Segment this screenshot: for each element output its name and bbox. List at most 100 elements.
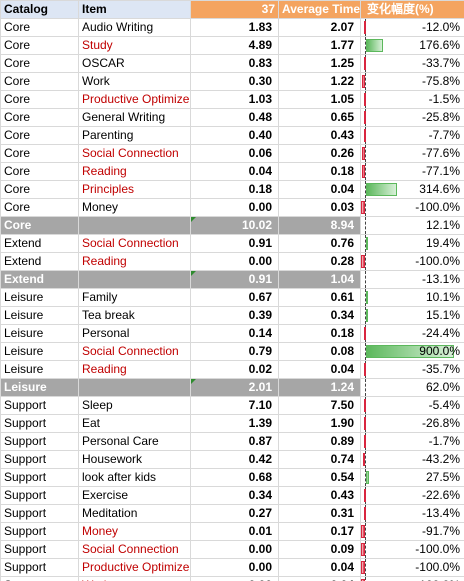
value-37-cell[interactable]: 0.00 — [190, 198, 279, 217]
value-37-cell[interactable]: 0.18 — [190, 180, 279, 199]
value-37-cell[interactable]: 0.91 — [190, 234, 279, 253]
average-time-cell[interactable]: 0.43 — [278, 126, 361, 145]
average-time-cell[interactable]: 0.04 — [278, 558, 361, 577]
value-37-cell[interactable]: 0.00 — [190, 558, 279, 577]
average-time-cell[interactable]: 0.54 — [278, 468, 361, 487]
average-time-cell[interactable]: 2.07 — [278, 18, 361, 37]
change-percent-cell[interactable]: 12.1% — [360, 216, 464, 235]
average-time-cell[interactable]: 0.65 — [278, 108, 361, 127]
item-cell[interactable]: Reading — [78, 360, 191, 379]
change-percent-cell[interactable]: -100.0% — [360, 576, 464, 581]
value-37-cell[interactable]: 0.27 — [190, 504, 279, 523]
item-cell[interactable]: Sleep — [78, 396, 191, 415]
catalog-cell[interactable]: Support — [0, 504, 79, 523]
average-time-cell[interactable]: 0.74 — [278, 450, 361, 469]
catalog-cell[interactable]: Support — [0, 522, 79, 541]
average-time-cell[interactable]: 1.90 — [278, 414, 361, 433]
change-percent-cell[interactable]: -35.7% — [360, 360, 464, 379]
catalog-cell[interactable]: Leisure — [0, 378, 79, 397]
value-37-cell[interactable]: 0.30 — [190, 72, 279, 91]
catalog-cell[interactable]: Core — [0, 18, 79, 37]
item-cell[interactable]: General Writing — [78, 108, 191, 127]
value-37-cell[interactable]: 0.39 — [190, 306, 279, 325]
item-cell[interactable]: Parenting — [78, 126, 191, 145]
value-37-cell[interactable]: 4.89 — [190, 36, 279, 55]
value-37-cell[interactable]: 0.06 — [190, 144, 279, 163]
value-37-cell[interactable]: 0.48 — [190, 108, 279, 127]
value-37-cell[interactable]: 0.42 — [190, 450, 279, 469]
item-cell[interactable]: Money — [78, 198, 191, 217]
item-cell[interactable]: Personal Care — [78, 432, 191, 451]
change-percent-cell[interactable]: -12.0% — [360, 18, 464, 37]
header-37[interactable]: 37 — [190, 0, 279, 19]
value-37-cell[interactable]: 0.67 — [190, 288, 279, 307]
change-percent-cell[interactable]: 314.6% — [360, 180, 464, 199]
change-percent-cell[interactable]: -77.1% — [360, 162, 464, 181]
catalog-cell[interactable]: Support — [0, 540, 79, 559]
catalog-cell[interactable]: Support — [0, 432, 79, 451]
value-37-cell[interactable]: 1.39 — [190, 414, 279, 433]
average-time-cell[interactable]: 0.43 — [278, 486, 361, 505]
change-percent-cell[interactable]: -26.8% — [360, 414, 464, 433]
item-cell[interactable]: Study — [78, 36, 191, 55]
catalog-cell[interactable]: Leisure — [0, 360, 79, 379]
value-37-cell[interactable]: 0.01 — [190, 522, 279, 541]
header-change-percent[interactable]: 变化幅度(%) — [360, 0, 464, 19]
catalog-cell[interactable]: Core — [0, 36, 79, 55]
catalog-cell[interactable]: Extend — [0, 234, 79, 253]
catalog-cell[interactable]: Core — [0, 180, 79, 199]
value-37-cell[interactable]: 10.02 — [190, 216, 279, 235]
catalog-cell[interactable]: Core — [0, 126, 79, 145]
catalog-cell[interactable]: Core — [0, 144, 79, 163]
header-catalog[interactable]: Catalog — [0, 0, 79, 19]
value-37-cell[interactable]: 0.02 — [190, 360, 279, 379]
change-percent-cell[interactable]: -43.2% — [360, 450, 464, 469]
average-time-cell[interactable]: 1.24 — [278, 378, 361, 397]
item-cell[interactable]: Personal — [78, 324, 191, 343]
catalog-cell[interactable]: Core — [0, 90, 79, 109]
header-average-time[interactable]: Average Time — [278, 0, 361, 19]
value-37-cell[interactable]: 0.00 — [190, 540, 279, 559]
catalog-cell[interactable]: Core — [0, 72, 79, 91]
average-time-cell[interactable]: 1.04 — [278, 270, 361, 289]
value-37-cell[interactable]: 0.34 — [190, 486, 279, 505]
item-cell[interactable]: Eat — [78, 414, 191, 433]
catalog-cell[interactable]: Support — [0, 396, 79, 415]
average-time-cell[interactable]: 1.77 — [278, 36, 361, 55]
item-cell[interactable]: Reading — [78, 252, 191, 271]
value-37-cell[interactable]: 0.40 — [190, 126, 279, 145]
average-time-cell[interactable]: 0.26 — [278, 144, 361, 163]
catalog-cell[interactable]: Leisure — [0, 288, 79, 307]
average-time-cell[interactable]: 0.04 — [278, 360, 361, 379]
value-37-cell[interactable]: 0.79 — [190, 342, 279, 361]
value-37-cell[interactable]: 1.03 — [190, 90, 279, 109]
average-time-cell[interactable]: 0.18 — [278, 162, 361, 181]
average-time-cell[interactable]: 8.94 — [278, 216, 361, 235]
change-percent-cell[interactable]: 19.4% — [360, 234, 464, 253]
header-item[interactable]: Item — [78, 0, 191, 19]
item-cell[interactable]: Work — [78, 576, 191, 581]
catalog-cell[interactable]: Support — [0, 414, 79, 433]
item-cell[interactable]: Money — [78, 522, 191, 541]
value-37-cell[interactable]: 0.68 — [190, 468, 279, 487]
change-percent-cell[interactable]: -24.4% — [360, 324, 464, 343]
item-cell[interactable]: look after kids — [78, 468, 191, 487]
average-time-cell[interactable]: 0.76 — [278, 234, 361, 253]
catalog-cell[interactable]: Leisure — [0, 324, 79, 343]
item-cell[interactable]: Reading — [78, 162, 191, 181]
change-percent-cell[interactable]: -100.0% — [360, 252, 464, 271]
change-percent-cell[interactable]: -1.7% — [360, 432, 464, 451]
change-percent-cell[interactable]: 176.6% — [360, 36, 464, 55]
change-percent-cell[interactable]: -100.0% — [360, 198, 464, 217]
value-37-cell[interactable]: 1.83 — [190, 18, 279, 37]
average-time-cell[interactable]: 0.03 — [278, 198, 361, 217]
value-37-cell[interactable]: 0.00 — [190, 576, 279, 581]
change-percent-cell[interactable]: -5.4% — [360, 396, 464, 415]
item-cell[interactable] — [78, 270, 191, 289]
change-percent-cell[interactable]: -91.7% — [360, 522, 464, 541]
average-time-cell[interactable]: 0.89 — [278, 432, 361, 451]
item-cell[interactable]: Family — [78, 288, 191, 307]
item-cell[interactable] — [78, 378, 191, 397]
average-time-cell[interactable]: 0.28 — [278, 252, 361, 271]
average-time-cell[interactable]: 0.04 — [278, 180, 361, 199]
